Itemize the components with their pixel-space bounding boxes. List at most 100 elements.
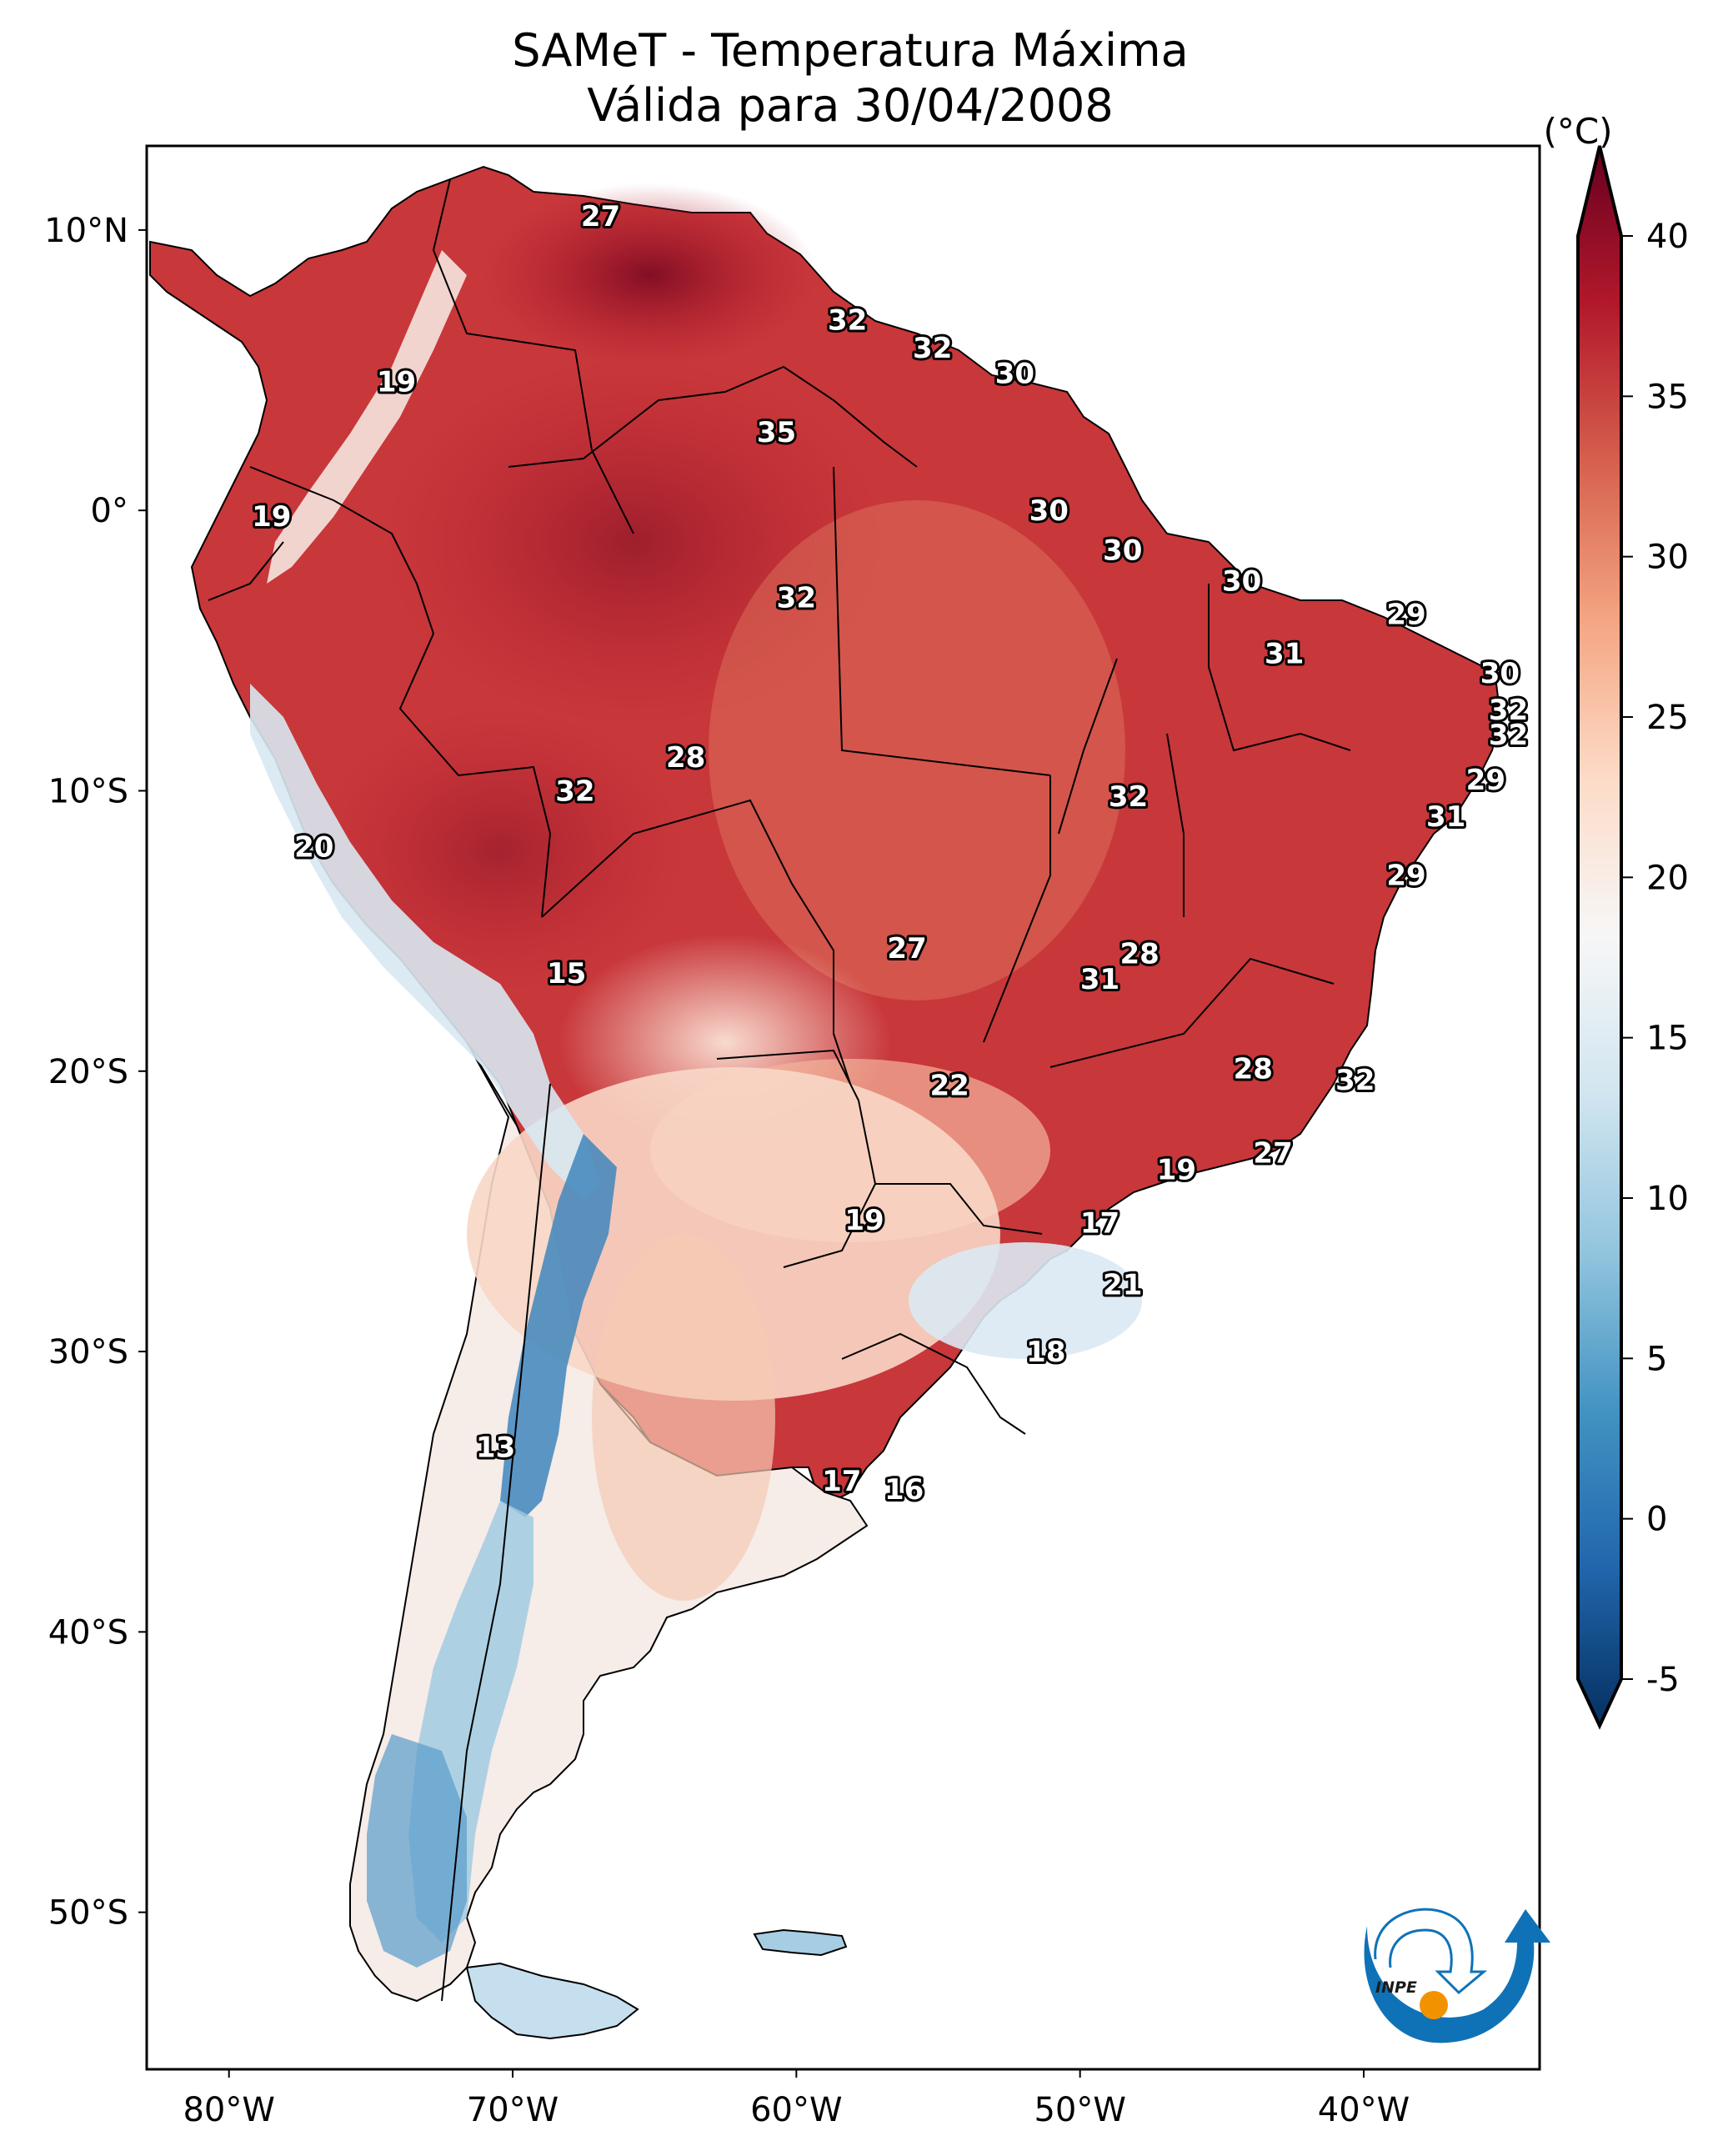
y-tick-label: 10°S [48,772,128,810]
border-brazil-north [508,365,918,468]
colorbar-body [1576,145,1623,1730]
city-temperature-label: 27 [887,932,926,965]
colorbar-tick-label: 25 [1646,699,1689,737]
border-peru-brazil [398,633,552,918]
border-brazil-states-5 [1049,957,1335,1068]
logo-arrow-outline [1374,1908,1488,1995]
city-temperature-label: 19 [1157,1153,1196,1186]
tierra-del-fuego [465,1962,639,2040]
border-paraguay [716,1049,877,1268]
city-temperature-label: 29 [1386,859,1425,892]
y-tick-label: 40°S [48,1613,128,1652]
border-uruguay [841,1332,1026,1435]
logo-swoosh [1364,1909,1550,2043]
city-temperature-label: 32 [913,332,952,365]
colorbar-tick-label: 15 [1646,1020,1689,1058]
border-brazil-states-4 [1166,733,1185,917]
y-tick-label: 50°S [48,1894,128,1933]
country-borders [208,178,1351,2002]
city-temperature-label: 31 [1080,963,1119,996]
border-chile-argentina [441,1083,551,2002]
border-argentina-brazil [875,1183,1043,1235]
city-temperature-label: 16 [884,1473,924,1507]
city-temperature-label: 32 [1335,1064,1375,1097]
mild-zone-central-brazil [709,500,1125,1000]
logo-sun [1420,1991,1448,2019]
colorbar-tick-label: 20 [1646,859,1689,897]
x-tick-label: 50°W [1034,2091,1125,2129]
y-tick-label: 0° [91,492,128,530]
city-temperature-label: 21 [1103,1268,1142,1301]
city-temperature-label: 28 [1234,1052,1273,1086]
city-temperature-label: 35 [757,416,796,449]
longitude-axis: 80°W 70°W 60°W 50°W 40°W [183,2069,1410,2129]
x-tick-label: 70°W [467,2091,558,2129]
y-tick-label: 30°S [48,1333,128,1371]
city-temperature-label: 30 [1480,657,1520,690]
city-temperature-label: 30 [1103,534,1142,567]
city-temperature-label: 32 [1489,719,1528,752]
city-temperature-label: 15 [547,957,586,990]
border-brazil-states-2 [983,775,1051,1043]
temperature-field [149,165,1502,2040]
border-bolivia [541,799,851,1085]
city-temperature-label: 29 [1466,764,1505,797]
inpe-logo: INPE [1364,1908,1550,2043]
logo-text: INPE [1375,1978,1417,1997]
city-temperature-label: 13 [476,1431,515,1464]
colorbar-tick-label: 10 [1646,1180,1689,1218]
city-temperature-label: 30 [1029,494,1069,528]
colorbar-tick-label: 35 [1646,378,1689,416]
patagonia-cold [367,1734,467,1968]
andes-peru-cold [250,684,600,1201]
city-temperature-label: 18 [1026,1336,1065,1369]
city-temperature-label: 17 [822,1465,861,1498]
border-brazil-states-3 [1058,658,1118,835]
city-temperature-label: 19 [252,500,291,534]
title-line-2: Válida para 30/04/2008 [587,79,1114,132]
city-temperature-label: 29 [1386,599,1425,632]
city-temperature-label: 32 [1109,780,1148,814]
warm-zone-argentina [592,1234,775,1601]
colorbar-tick-label: 5 [1646,1340,1667,1378]
falkland-islands [753,1928,848,1957]
x-tick-label: 40°W [1318,2091,1410,2129]
x-tick-label: 80°W [183,2091,274,2129]
colorbar-tick-label: 40 [1646,218,1689,256]
border-colombia-peru [249,466,434,634]
city-temperature-label: 30 [1222,564,1261,598]
city-temperature-label: 32 [555,775,594,808]
city-temperature-label: 31 [1265,638,1304,671]
city-temperature-label: 28 [666,741,705,775]
colorbar-unit-label: (°C) [1543,111,1612,152]
city-temperature-label: 19 [377,365,416,399]
y-tick-label: 10°N [44,212,128,250]
city-temperature-label: 17 [1080,1206,1119,1240]
y-tick-label: 20°S [48,1053,128,1091]
colorbar-tick-label: 30 [1646,539,1689,577]
city-temperature-label: 28 [1119,938,1159,971]
border-brazil-states-1 [833,466,1051,776]
city-temperature-label: 32 [777,581,816,614]
city-temperature-label: 27 [581,200,620,233]
city-temperature-label: 31 [1426,800,1465,834]
colorbar-ticks: -5 0 5 10 15 20 25 30 35 40 [1621,218,1689,1699]
city-temperature-label: 20 [294,831,333,865]
city-temperature-label: 22 [929,1070,969,1103]
city-temperature-label: 32 [1489,694,1528,727]
x-tick-label: 60°W [750,2091,842,2129]
border-ecuador-peru [208,541,284,601]
city-temperature-label: 27 [1253,1136,1292,1170]
title-line-1: SAMeT - Temperatura Máxima [512,24,1189,77]
hot-core-amazon [383,358,884,725]
hot-core-venezuela [483,183,817,367]
colorbar-tick-label: -5 [1646,1661,1680,1699]
map-frame [145,144,1541,2071]
city-temperature-label: 30 [995,357,1034,390]
colorbar-tick-label: 0 [1646,1501,1667,1539]
colorbar: (°C) -5 0 5 10 15 20 25 30 35 40 [1543,111,1689,1730]
border-brazil-states-6 [1208,584,1351,752]
andes-north-cold [267,250,467,584]
